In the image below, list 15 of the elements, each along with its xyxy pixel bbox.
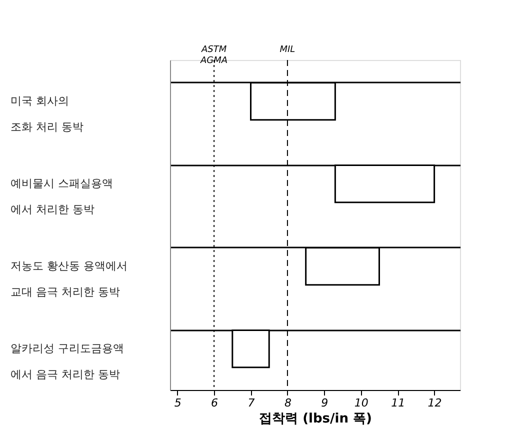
- x-axis-title: 접착력 (lbs/in 폭): [259, 412, 372, 426]
- y-tick-label: 저농도 황산동 용액에서 교대 음극 처리한 동박: [10, 259, 128, 298]
- ref-line-label: MIL: [280, 45, 296, 55]
- x-tick-label: 11: [391, 396, 406, 410]
- y-tick-label: 미국 회사의 조화 처리 동박: [10, 94, 84, 134]
- x-tick-label: 9: [321, 396, 328, 410]
- ref-line-label: ASTM AGMA: [200, 45, 228, 66]
- y-tick-label: 예비물시 스패실용액 에서 처리한 동박: [10, 176, 113, 216]
- x-tick-label: 7: [248, 396, 255, 410]
- x-tick-label: 10: [354, 396, 368, 410]
- x-tick-label: 8: [284, 396, 292, 410]
- y-tick-label: 알카리성 구리도금용액 에서 음극 처리한 동박: [10, 342, 124, 381]
- x-tick-label: 6: [211, 396, 218, 410]
- x-tick-label: 12: [428, 396, 442, 410]
- x-tick-label: 5: [174, 396, 182, 410]
